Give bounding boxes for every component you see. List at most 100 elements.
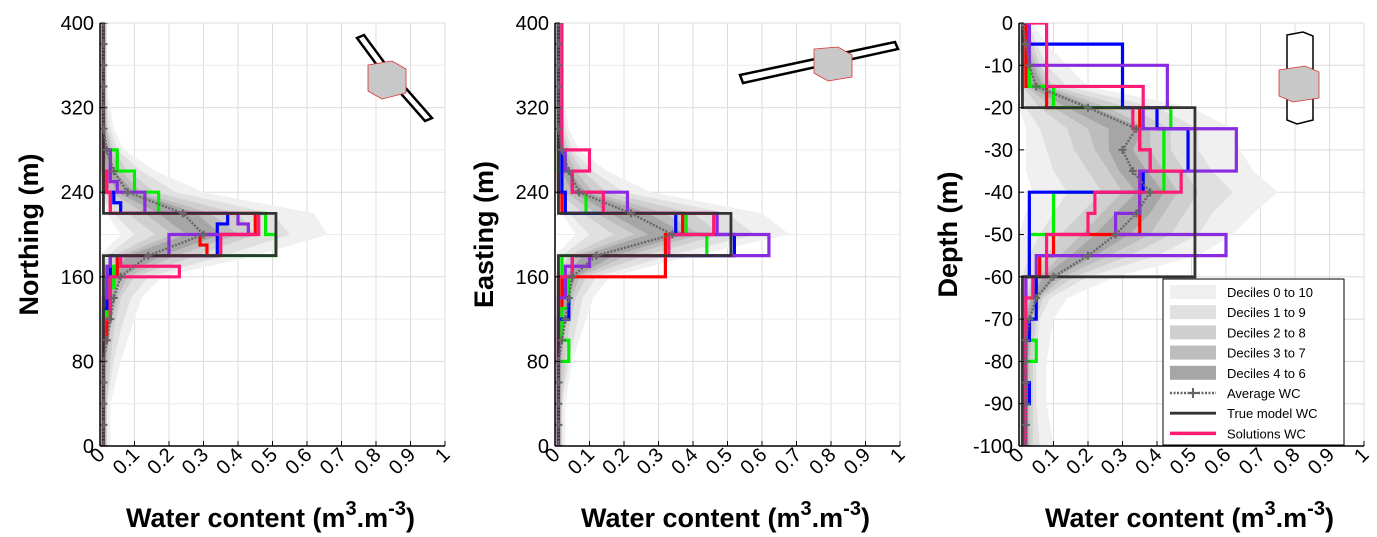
average-marker: [1128, 167, 1137, 176]
x-tick-label: 0.2: [143, 444, 178, 479]
average-marker: [1021, 442, 1030, 446]
x-axis-label-part: .m: [1276, 503, 1308, 533]
x-axis-label-part: ): [406, 503, 415, 533]
y-tick-label: 320: [61, 98, 94, 120]
average-marker: [100, 61, 108, 70]
solution-profile-4: [556, 23, 771, 446]
y-tick-label: 80: [72, 351, 94, 373]
x-tick-label: 0.7: [1235, 444, 1270, 479]
solution-profile-4: [1024, 23, 1238, 446]
average-marker: [1025, 315, 1034, 324]
average-marker: [555, 61, 563, 70]
true-model-profile: [102, 23, 278, 446]
y-tick-label: 160: [516, 267, 549, 289]
x-tick-label: 0.1: [1028, 444, 1063, 479]
x-tick-label: 0.7: [771, 444, 806, 479]
x-axis-label-part: .m: [357, 503, 389, 533]
x-tick-label: 0.3: [1097, 444, 1132, 479]
x-axis-label: Water content (m3.m-3): [1045, 498, 1334, 533]
x-tick-label: 0.9: [840, 444, 875, 479]
x-tick-label: 0: [541, 444, 564, 467]
x-tick-label: 0.9: [385, 444, 420, 479]
average-marker: [555, 378, 563, 387]
average-marker: [102, 336, 111, 345]
y-tick-label: 0: [538, 436, 549, 458]
average-marker: [100, 399, 108, 408]
y-tick-label: -50: [984, 225, 1013, 247]
average-marker: [123, 188, 132, 197]
average-marker: [555, 420, 563, 429]
x-axis-label-superscript: -3: [1307, 498, 1325, 520]
average-marker: [100, 442, 108, 446]
y-tick-label: 400: [61, 13, 94, 35]
x-axis-label-superscript: -3: [388, 498, 406, 520]
average-marker: [1049, 272, 1058, 281]
x-tick-label: 0.5: [247, 444, 282, 479]
x-tick-label: 0.1: [109, 444, 144, 479]
y-tick-label: -30: [984, 140, 1013, 162]
average-marker: [555, 40, 563, 49]
legend-swatch-decile: [1170, 305, 1216, 320]
inset-cube: [813, 46, 853, 82]
y-tick-label: -70: [984, 309, 1013, 331]
x-tick-label: 0.4: [212, 444, 247, 479]
x-tick-label: 0.8: [350, 444, 385, 479]
y-tick-label: -10: [984, 55, 1013, 77]
legend-swatch-decile: [1170, 325, 1216, 340]
x-axis-label-part: ): [1325, 503, 1334, 533]
average-marker: [1146, 188, 1155, 197]
y-tick-label: -40: [984, 182, 1013, 204]
legend-entry-label: Deciles 1 to 9: [1227, 305, 1306, 320]
average-marker: [568, 272, 577, 281]
average-marker: [575, 188, 584, 197]
inset-cube: [367, 60, 407, 100]
average-marker: [555, 124, 563, 133]
x-tick-label: 0.8: [805, 444, 840, 479]
y-tick-label: -60: [984, 267, 1013, 289]
average-marker: [626, 209, 635, 218]
y-tick-label: 400: [516, 13, 549, 35]
average-marker: [1111, 230, 1120, 239]
y-axis-label: Northing (m): [14, 154, 44, 316]
y-axis-label: Depth (m): [933, 172, 963, 298]
x-tick-label: 1: [886, 444, 909, 467]
solution-profile-5: [101, 23, 261, 446]
average-marker: [1118, 145, 1127, 154]
average-marker: [109, 167, 118, 176]
y-axis-label: Easting (m): [469, 161, 499, 308]
x-axis-label-part: Water content (m: [581, 503, 801, 533]
x-axis-label-superscript: -3: [843, 498, 861, 520]
inset-cube: [1278, 65, 1320, 103]
y-tick-label: 160: [61, 267, 94, 289]
y-tick-label: -80: [984, 351, 1013, 373]
x-tick-label: 1: [1350, 444, 1373, 467]
y-tick-label: -90: [984, 394, 1013, 416]
average-marker: [178, 209, 187, 218]
solution-profile-4: [101, 23, 250, 446]
x-axis-label-part: ): [861, 503, 870, 533]
average-marker: [564, 167, 573, 176]
average-marker: [100, 23, 108, 27]
true-model-profile: [557, 23, 733, 446]
x-tick-label: 0.7: [316, 444, 351, 479]
y-tick-label: -20: [984, 98, 1013, 120]
average-marker: [100, 378, 108, 387]
y-tick-label: 0: [1002, 13, 1013, 35]
average-marker: [102, 145, 111, 154]
x-tick-label: 0.4: [1131, 444, 1166, 479]
y-tick-label: 0: [83, 436, 94, 458]
legend-swatch-decile: [1170, 365, 1216, 380]
average-marker: [557, 336, 566, 345]
x-tick-label: 0.3: [633, 444, 668, 479]
average-marker: [199, 230, 208, 239]
average-line: [1021, 23, 1152, 446]
average-marker: [1021, 378, 1030, 387]
average-marker: [1032, 82, 1041, 91]
x-tick-label: 0.5: [1166, 444, 1201, 479]
average-marker: [116, 272, 125, 281]
x-tick-label: 0.6: [1200, 444, 1235, 479]
average-line: [102, 23, 206, 446]
average-marker: [592, 251, 601, 260]
x-tick-label: 0.2: [598, 444, 633, 479]
